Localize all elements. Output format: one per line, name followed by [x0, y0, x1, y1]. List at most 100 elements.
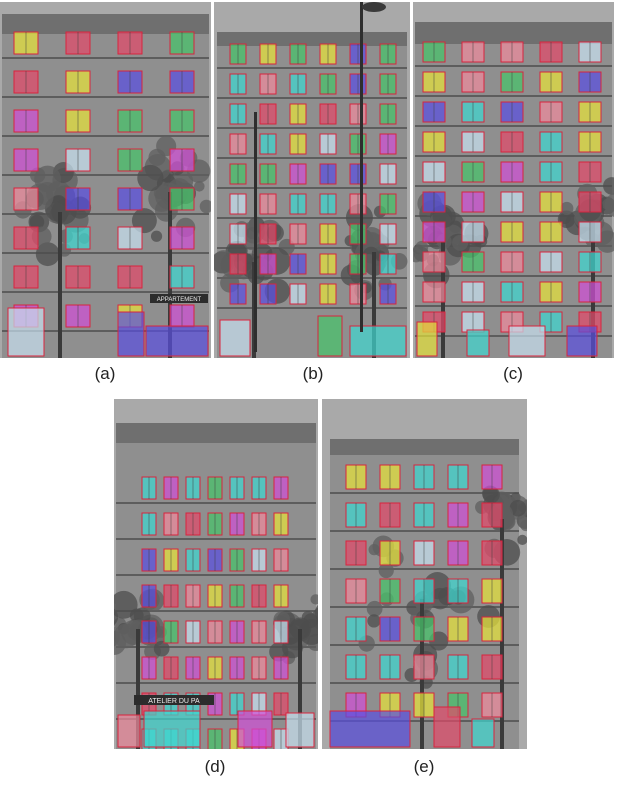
- door-overlay: [145, 325, 209, 357]
- tree-foliage: [368, 544, 380, 556]
- tree-foliage: [310, 594, 318, 605]
- door-overlay: [329, 710, 411, 748]
- balcony-line: [330, 492, 519, 494]
- panel-d: ATELIER DU PA: [114, 399, 318, 749]
- balcony-line: [415, 305, 612, 307]
- balcony-line: [116, 538, 316, 540]
- tree-foliage: [194, 181, 205, 192]
- balcony-line: [217, 277, 407, 279]
- tree-foliage: [363, 231, 381, 249]
- facade-image-d: ATELIER DU PA: [114, 399, 318, 749]
- balcony-line: [415, 95, 612, 97]
- door-overlay: [117, 714, 141, 748]
- facade-image-e: [322, 399, 527, 749]
- balcony-line: [2, 291, 209, 293]
- door-overlay: [117, 311, 145, 357]
- tree-foliage: [289, 617, 312, 640]
- door-overlay: [7, 307, 45, 357]
- tree-foliage: [604, 193, 614, 217]
- tree-trunk: [298, 629, 302, 749]
- tree-foliage: [603, 177, 614, 195]
- door-overlay: [143, 710, 201, 748]
- balcony-line: [330, 568, 519, 570]
- balcony-line: [330, 530, 519, 532]
- balcony-line: [217, 217, 407, 219]
- door-overlay: [566, 325, 598, 357]
- tree-foliage: [413, 247, 424, 263]
- panel-a: APPARTEMENT: [0, 2, 211, 358]
- tree-trunk: [58, 212, 62, 358]
- tree-foliage: [35, 242, 60, 267]
- tree-foliage: [560, 201, 574, 216]
- balcony-line: [116, 646, 316, 648]
- tree-trunk: [372, 252, 376, 358]
- building-roof: [415, 22, 612, 44]
- shop-sign-d-text: ATELIER DU PA: [148, 698, 200, 705]
- tree-foliage: [509, 499, 527, 517]
- balcony-line: [217, 67, 407, 69]
- tree-foliage: [199, 199, 211, 214]
- balcony-line: [2, 330, 209, 332]
- building-roof: [217, 32, 407, 46]
- door-overlay: [237, 710, 273, 748]
- balcony-line: [116, 610, 316, 612]
- balcony-line: [2, 213, 209, 215]
- balcony-line: [2, 174, 209, 176]
- balcony-line: [415, 125, 612, 127]
- door-overlay: [471, 718, 495, 748]
- lamp-pole: [360, 2, 363, 332]
- balcony-line: [217, 307, 407, 309]
- lamp-head: [362, 2, 386, 12]
- balcony-line: [2, 57, 209, 59]
- facade-image-a: APPARTEMENT: [0, 2, 211, 358]
- door-overlay: [466, 329, 490, 357]
- door-overlay: [416, 321, 438, 357]
- tree-foliage: [517, 534, 527, 545]
- balcony-line: [415, 65, 612, 67]
- facade-image-b: [214, 2, 410, 358]
- tree-foliage: [121, 619, 147, 645]
- tree-foliage: [114, 593, 126, 606]
- caption-e: (e): [413, 757, 435, 776]
- caption-b: (b): [302, 364, 324, 383]
- balcony-line: [2, 135, 209, 137]
- tree-foliage: [367, 614, 381, 628]
- tree-foliage: [314, 604, 318, 622]
- balcony-line: [217, 97, 407, 99]
- building-roof: [2, 14, 209, 34]
- tree-foliage: [150, 230, 163, 242]
- balcony-line: [415, 245, 612, 247]
- balcony-line: [217, 247, 407, 249]
- balcony-line: [217, 157, 407, 159]
- balcony-line: [415, 155, 612, 157]
- balcony-line: [116, 502, 316, 504]
- tree-foliage: [114, 626, 120, 647]
- door-overlay: [285, 712, 315, 748]
- caption-a: (a): [94, 364, 116, 383]
- balcony-line: [415, 215, 612, 217]
- tree-foliage: [366, 600, 383, 617]
- door-overlay: [508, 325, 546, 357]
- door-overlay: [317, 315, 343, 357]
- balcony-line: [116, 574, 316, 576]
- shop-sign-d-background: [134, 695, 214, 705]
- balcony-line: [217, 127, 407, 129]
- door-overlay: [433, 706, 461, 748]
- balcony-line: [2, 252, 209, 254]
- tree-foliage: [153, 640, 170, 657]
- building-roof: [330, 439, 519, 455]
- balcony-line: [116, 718, 316, 720]
- balcony-line: [116, 682, 316, 684]
- balcony-line: [415, 275, 612, 277]
- tree-foliage: [378, 562, 394, 579]
- caption-c: (c): [503, 364, 523, 383]
- panel-c: [413, 2, 614, 358]
- lamp-pole: [254, 112, 257, 352]
- tree-trunk: [136, 629, 140, 749]
- balcony-line: [415, 185, 612, 187]
- tree-foliage: [520, 519, 527, 532]
- caption-d: (d): [204, 757, 226, 776]
- balcony-line: [330, 720, 519, 722]
- tree-foliage: [137, 164, 164, 192]
- tree-foliage: [482, 486, 500, 504]
